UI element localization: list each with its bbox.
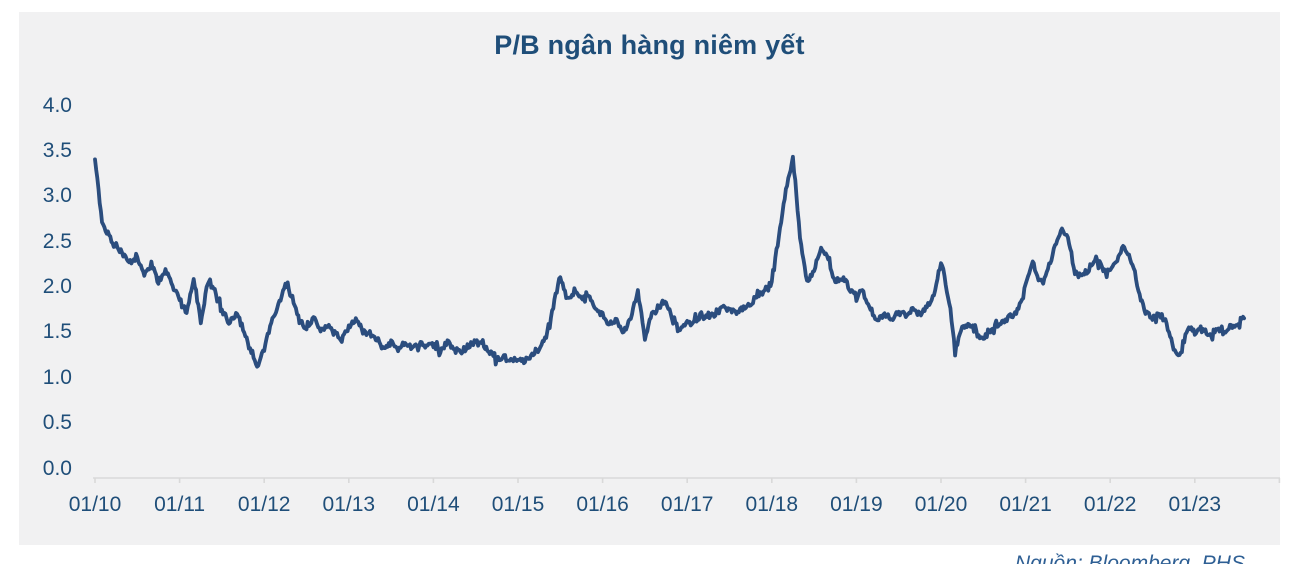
y-axis-label: 2.0 <box>42 275 72 298</box>
x-axis-label: 01/17 <box>660 493 714 516</box>
source-caption: Nguồn: Bloomberg, PHS <box>1015 552 1245 564</box>
x-axis-label: 01/10 <box>68 493 122 516</box>
x-axis-label: 01/22 <box>1083 493 1137 516</box>
x-axis-label: 01/12 <box>237 493 291 516</box>
y-axis-label: 0.0 <box>42 456 72 480</box>
x-axis-label: 01/11 <box>154 493 206 516</box>
pb-line-series <box>93 154 1246 369</box>
y-axis-label: 3.5 <box>42 138 72 162</box>
x-axis-label: 01/23 <box>1168 493 1222 516</box>
x-axis-label: 01/18 <box>745 493 799 516</box>
x-axis-label: 01/21 <box>999 493 1052 516</box>
x-axis-label: 01/19 <box>830 493 883 516</box>
y-axis-label: 3.0 <box>42 184 72 208</box>
x-axis-label: 01/20 <box>914 493 968 516</box>
x-axis-label: 01/16 <box>576 493 629 516</box>
x-axis-label: 01/13 <box>322 493 376 516</box>
x-axis-label: 01/15 <box>491 493 545 516</box>
x-axis-label: 01/14 <box>407 493 460 516</box>
y-axis-label: 1.0 <box>42 365 72 389</box>
y-axis-label: 2.5 <box>42 229 72 253</box>
chart-title: P/B ngân hàng niêm yết <box>494 30 805 60</box>
x-axis-line <box>93 477 1281 483</box>
chart-panel <box>19 12 1280 545</box>
y-axis-label: 0.5 <box>42 411 72 435</box>
y-axis-label: 4.0 <box>42 93 72 117</box>
y-axis-label: 1.5 <box>42 320 72 344</box>
